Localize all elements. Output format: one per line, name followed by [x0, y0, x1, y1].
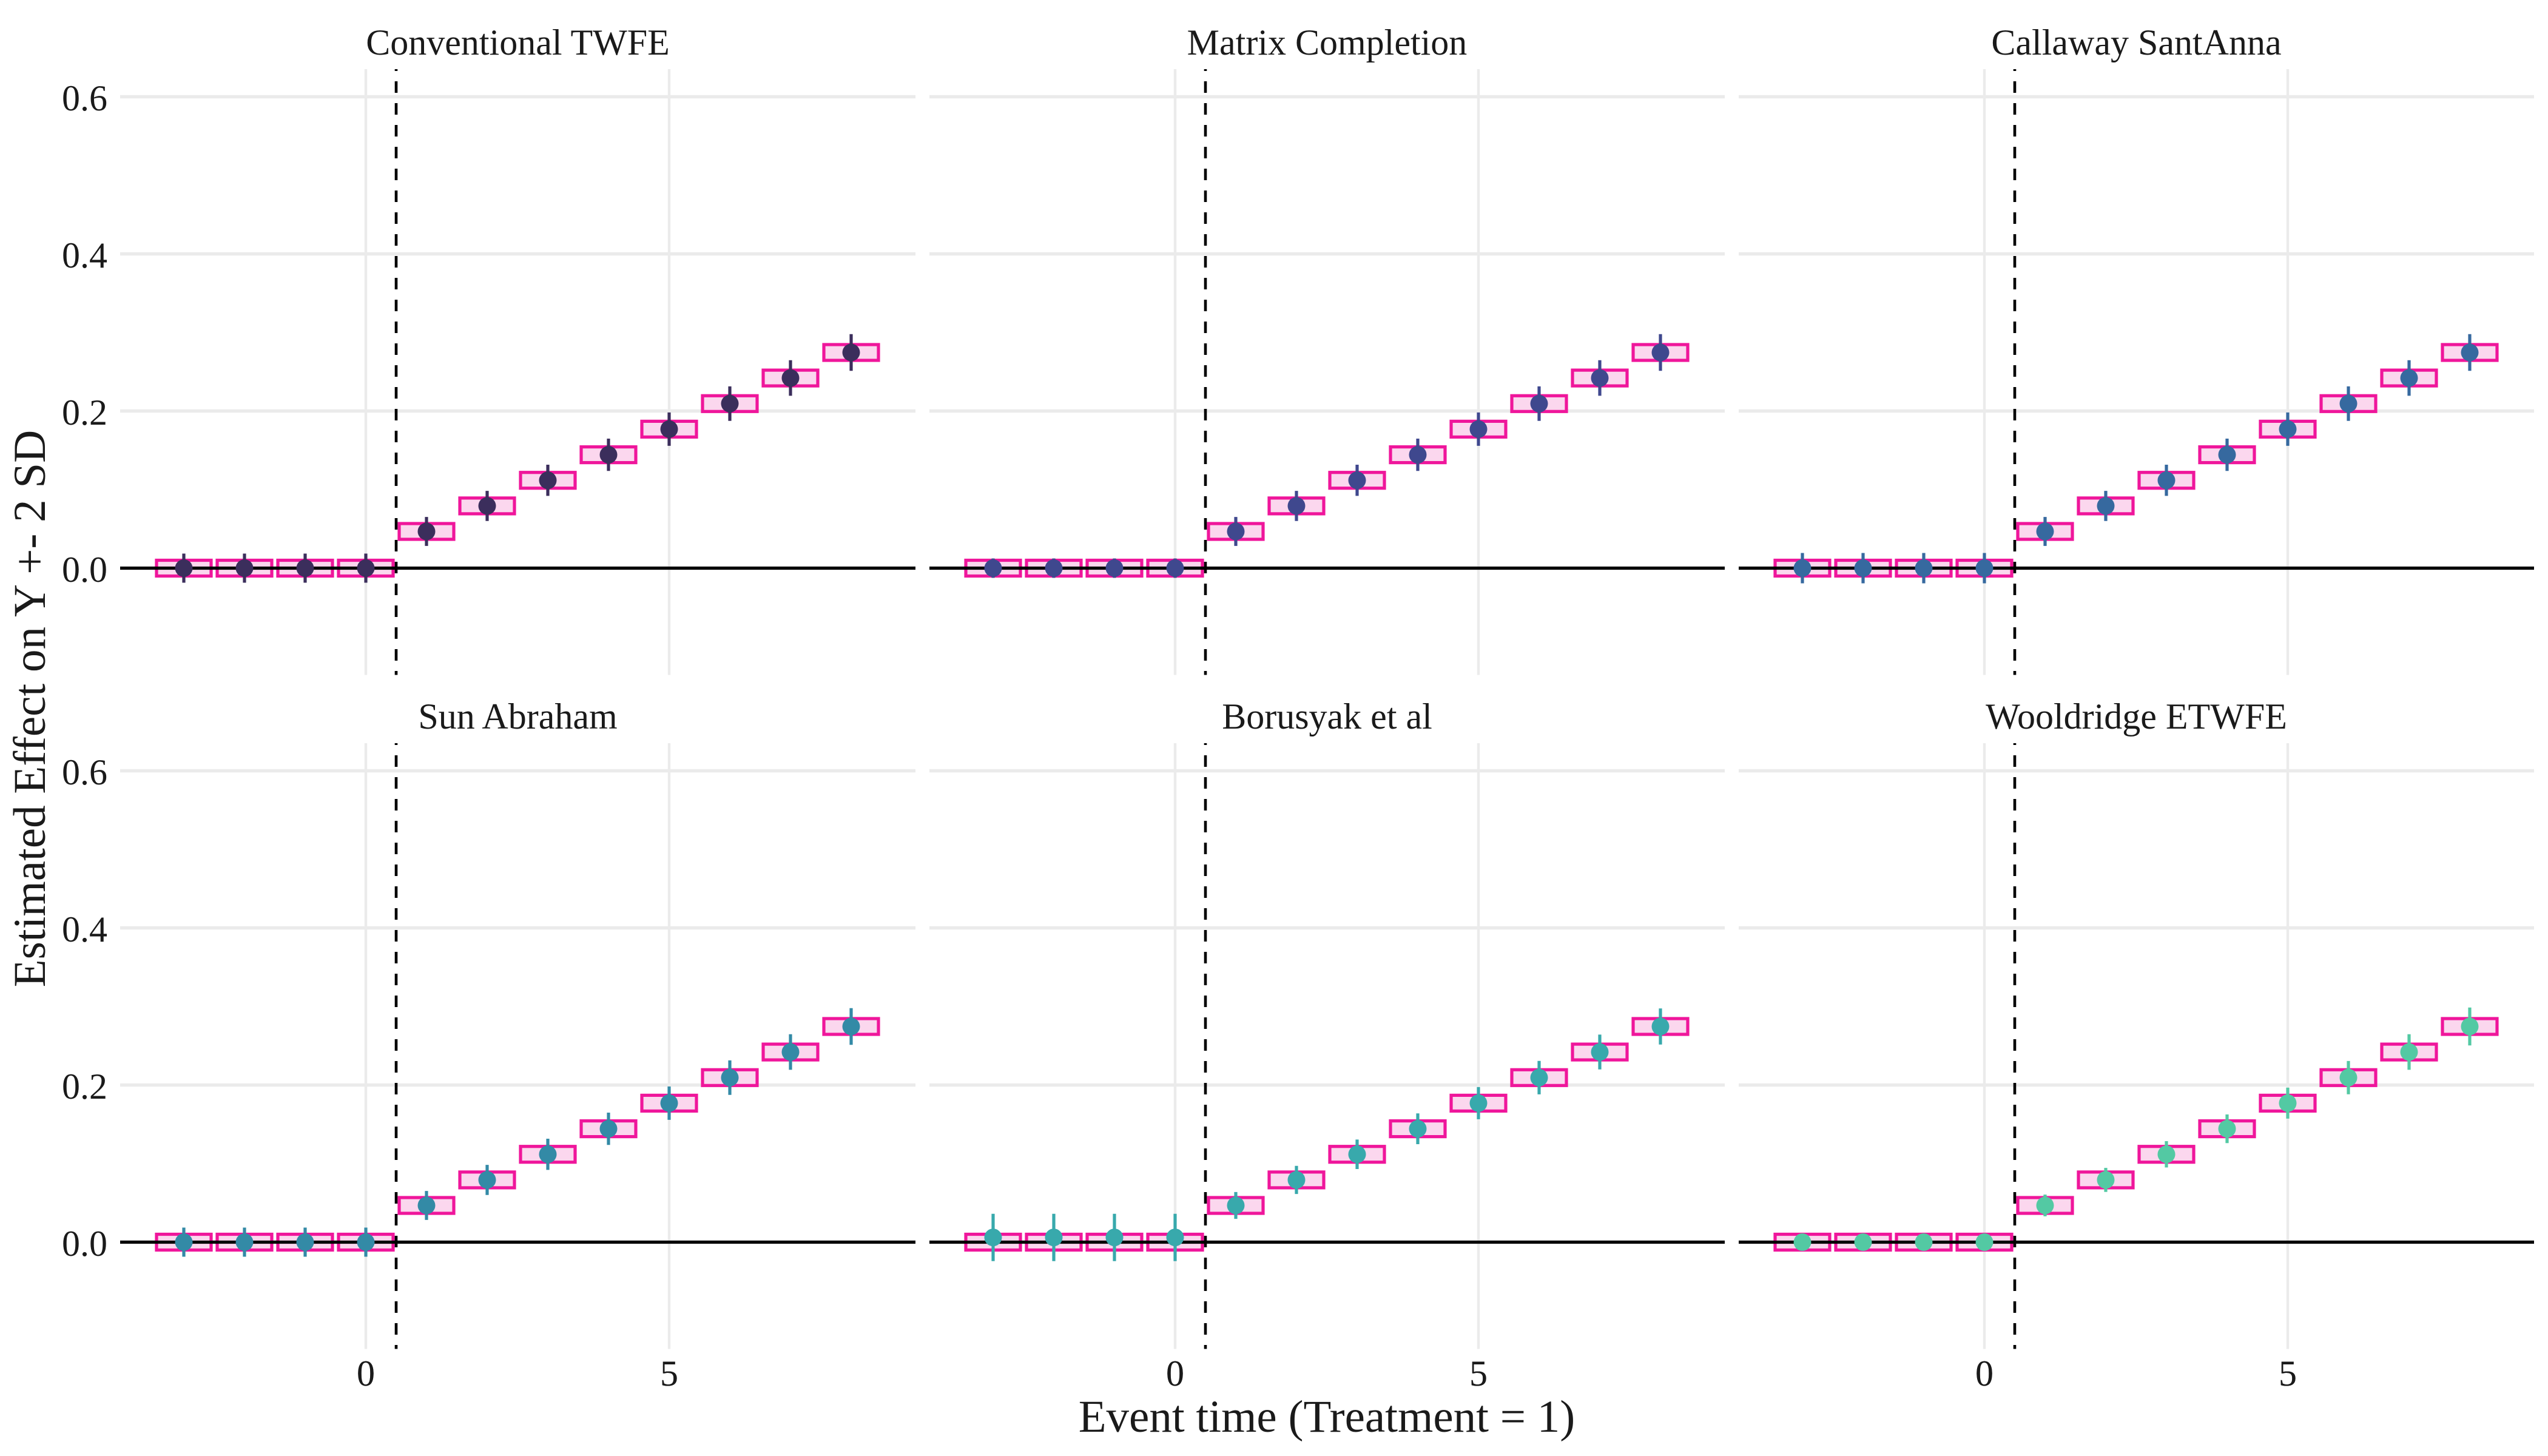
svg-text:0.2: 0.2 — [62, 393, 107, 433]
svg-text:5: 5 — [1469, 1353, 1488, 1394]
svg-text:Sun Abraham: Sun Abraham — [418, 696, 617, 736]
svg-text:Wooldridge ETWFE: Wooldridge ETWFE — [1986, 696, 2287, 736]
svg-text:0.2: 0.2 — [62, 1067, 107, 1107]
svg-text:0.6: 0.6 — [62, 78, 107, 118]
svg-text:0: 0 — [357, 1353, 375, 1394]
svg-text:5: 5 — [2279, 1353, 2297, 1394]
svg-text:0.6: 0.6 — [62, 752, 107, 792]
svg-text:Estimated Effect on Y +- 2 SD: Estimated Effect on Y +- 2 SD — [5, 430, 55, 988]
svg-text:0.4: 0.4 — [62, 909, 107, 949]
svg-text:0.0: 0.0 — [62, 1224, 107, 1264]
svg-text:0.0: 0.0 — [62, 550, 107, 590]
svg-text:5: 5 — [660, 1353, 678, 1394]
svg-text:0: 0 — [1166, 1353, 1184, 1394]
svg-text:0: 0 — [1166, 1353, 1184, 1394]
svg-text:0: 0 — [357, 1353, 375, 1394]
svg-text:0: 0 — [1975, 1353, 1994, 1394]
svg-text:0.4: 0.4 — [62, 235, 107, 275]
svg-text:Event time (Treatment = 1): Event time (Treatment = 1) — [1079, 1392, 1576, 1442]
svg-text:Matrix Completion: Matrix Completion — [1187, 22, 1468, 62]
svg-text:Callaway SantAnna: Callaway SantAnna — [1991, 22, 2281, 62]
svg-text:Borusyak et al: Borusyak et al — [1222, 696, 1432, 736]
svg-text:5: 5 — [1469, 1353, 1488, 1394]
svg-text:0: 0 — [1975, 1353, 1994, 1394]
svg-text:5: 5 — [660, 1353, 678, 1394]
svg-text:Conventional TWFE: Conventional TWFE — [366, 22, 670, 62]
svg-text:5: 5 — [2279, 1353, 2297, 1394]
